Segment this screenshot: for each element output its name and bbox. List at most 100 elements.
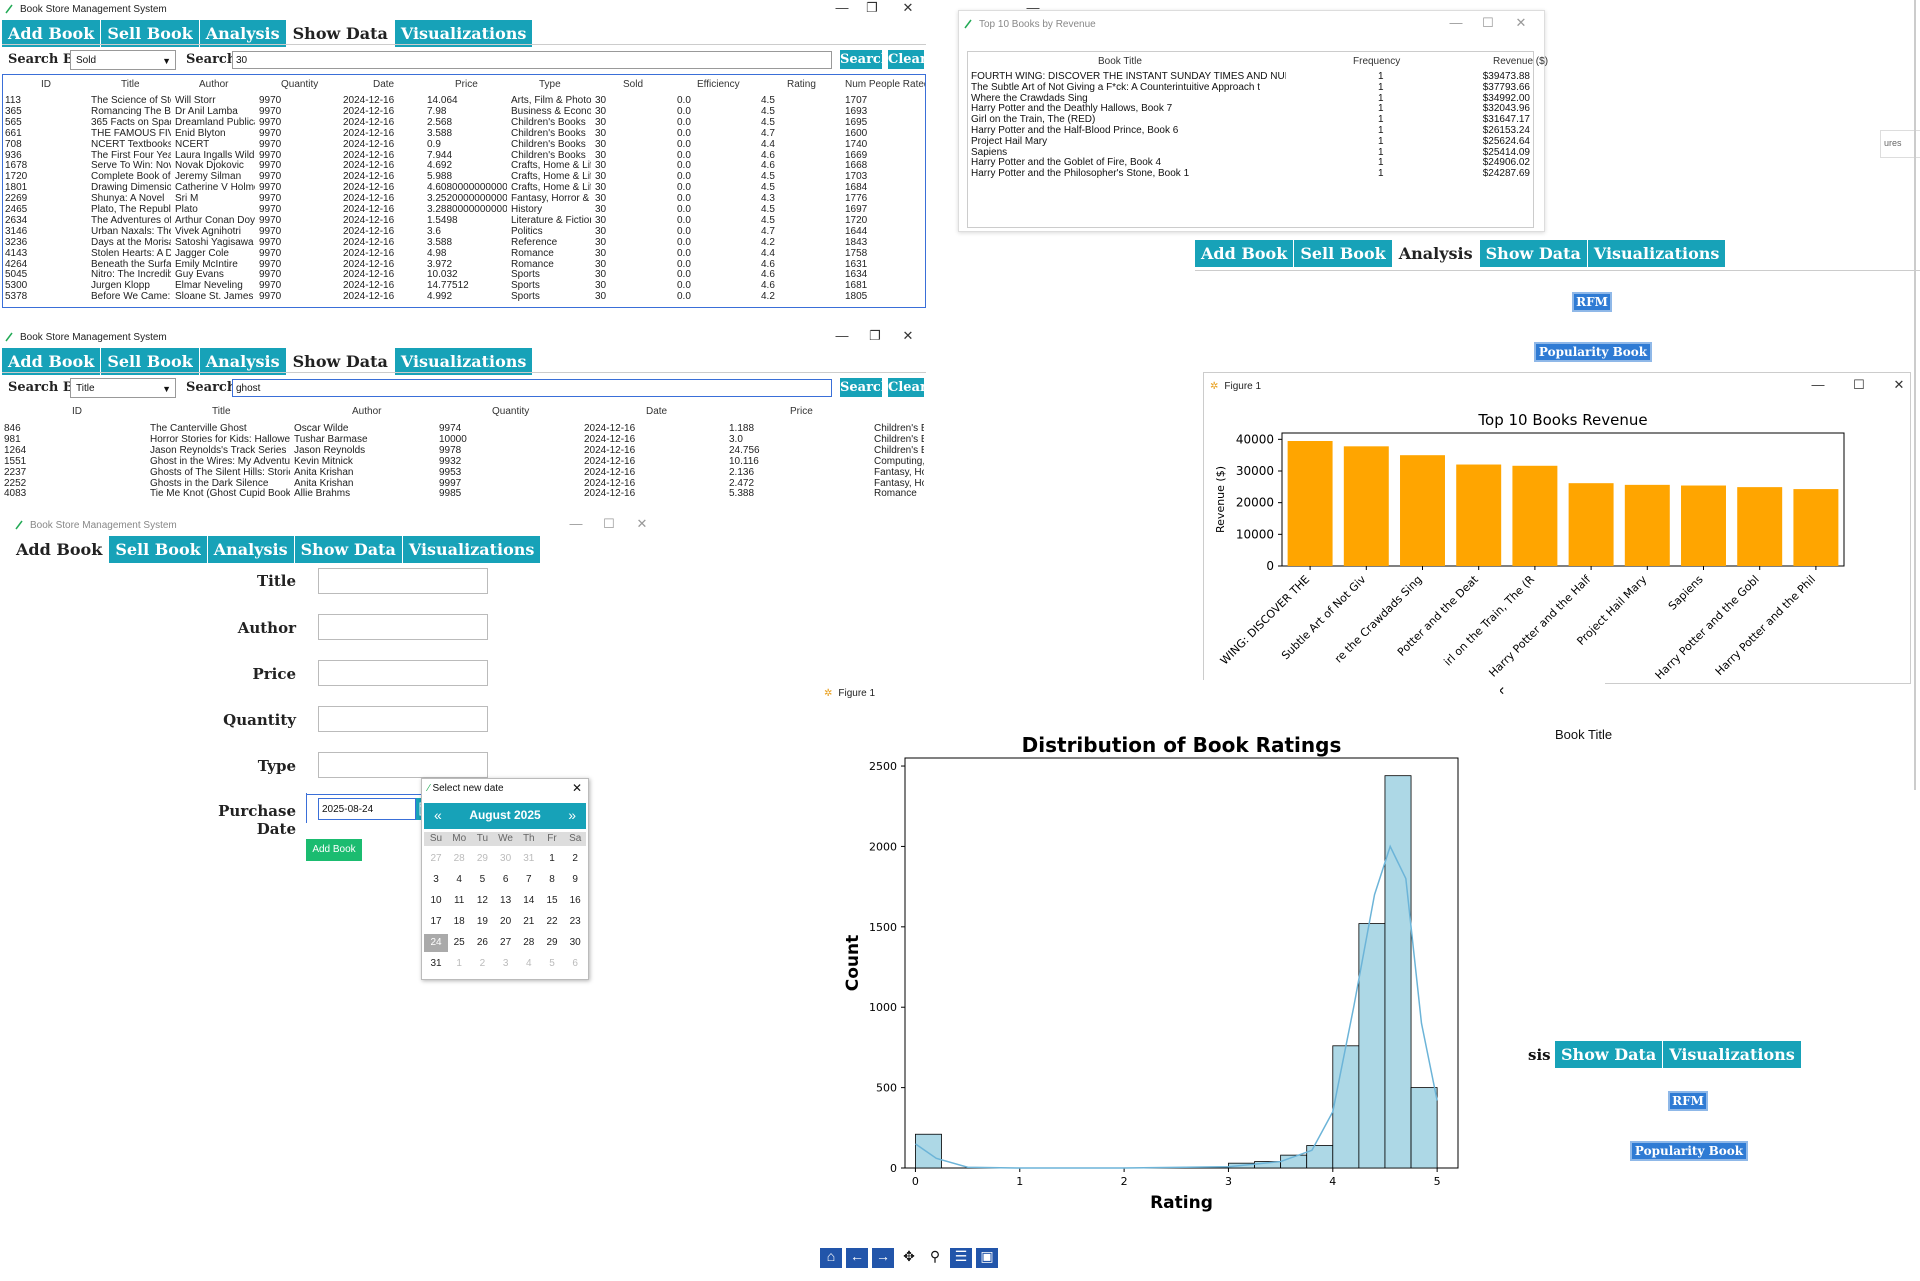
column-header[interactable]: Title <box>121 79 140 90</box>
column-header[interactable]: Sold <box>623 79 644 90</box>
calendar-day[interactable]: 15 <box>546 895 558 906</box>
calendar-day[interactable]: 2 <box>479 958 486 969</box>
restore-button[interactable]: ❐ <box>866 0 878 15</box>
tab-analysis[interactable]: Analysis <box>1392 240 1480 267</box>
search-input[interactable]: ghost <box>232 379 832 397</box>
configure-icon[interactable]: ☰ <box>950 1248 972 1268</box>
table-row[interactable]: 2252 Ghosts in the Dark Silence Anita Kris… <box>2 478 924 489</box>
table-row[interactable]: Project Hail Mary 1 $25624.64 <box>968 136 1533 147</box>
table-row[interactable]: Where the Crawdads Sing 1 $34992.00 <box>968 93 1533 104</box>
tab-analysis[interactable]: Analysis <box>199 348 287 375</box>
author-field[interactable] <box>318 614 488 640</box>
column-header[interactable]: Date <box>646 406 668 417</box>
table-row[interactable]: 936 The First Four Years Laura Ingalls Wil… <box>3 150 925 161</box>
calendar-day[interactable]: 30 <box>569 937 581 948</box>
close-button[interactable]: ✕ <box>902 0 914 15</box>
tab-add-book[interactable]: Add Book <box>10 536 110 563</box>
add-book-button[interactable]: Add Book <box>306 839 362 861</box>
close-button[interactable]: ✕ <box>1893 377 1905 392</box>
save-icon[interactable]: ▣ <box>976 1248 998 1268</box>
column-header[interactable]: Num People Rated <box>845 79 926 90</box>
column-header[interactable]: Revenue ($) <box>1493 56 1549 67</box>
table-row[interactable]: 5300 Jurgen Klopp Elmar Neveling 9970 2024-1… <box>3 280 925 291</box>
table-row[interactable]: 661 THE FAMOUS FIVE C Enid Blyton 9970 2024-… <box>3 128 925 139</box>
table-row[interactable]: 1720 Complete Book of C Jeremy Silman 9970 2… <box>3 171 925 182</box>
tab-visualizations[interactable]: Visualizations <box>394 20 534 47</box>
calendar-day[interactable]: 29 <box>546 937 558 948</box>
column-header[interactable]: Type <box>539 79 561 90</box>
calendar-day[interactable]: 27 <box>500 937 512 948</box>
tab-show-data[interactable]: Show Data <box>1479 240 1588 267</box>
table-row[interactable]: 1264 Jason Reynolds's Track Series Paperb… <box>2 445 924 456</box>
column-header[interactable]: ID <box>41 79 51 90</box>
calendar-day[interactable]: 1 <box>456 958 462 969</box>
calendar-day[interactable]: 7 <box>526 874 532 885</box>
back-icon[interactable]: ← <box>846 1248 868 1268</box>
forward-icon[interactable]: → <box>872 1248 894 1268</box>
table-row[interactable]: 113 The Science of Storyt Will Storr 9970 20… <box>3 95 925 106</box>
table-row[interactable]: Harry Potter and the Half-Blood Prince, … <box>968 125 1533 136</box>
search-by-combo[interactable]: Title ▼ <box>70 378 176 398</box>
tab-sell-book[interactable]: Sell Book <box>1294 240 1393 267</box>
search-button[interactable]: Search <box>840 378 891 397</box>
table-row[interactable]: 1801 Drawing Dimension Catherine V Holmes 9… <box>3 182 925 193</box>
column-header[interactable]: Book Title <box>1098 56 1142 67</box>
calendar-day[interactable]: 3 <box>502 958 509 969</box>
tab-add-book[interactable]: Add Book <box>2 20 102 47</box>
column-header[interactable]: Frequency <box>1353 56 1401 67</box>
calendar-day[interactable]: 28 <box>453 853 465 864</box>
calendar-day[interactable]: 1 <box>549 853 555 864</box>
tab-visualizations[interactable]: Visualizations <box>1663 1041 1802 1068</box>
restore-button[interactable]: ❐ <box>869 328 881 343</box>
calendar-day[interactable]: 26 <box>476 937 488 948</box>
column-header[interactable]: Quantity <box>281 79 319 90</box>
tab-show-data[interactable]: Show Data <box>286 348 395 375</box>
type-field[interactable] <box>318 752 488 778</box>
tab-add-book[interactable]: Add Book <box>1195 240 1295 267</box>
table-row[interactable]: 565 365 Facts on Space B Dreamland Publica… <box>3 117 925 128</box>
calendar-day[interactable]: 2 <box>572 853 578 864</box>
table-row[interactable]: 4083 Tie Me Knot (Ghost Cupid Book 1) Alli… <box>2 488 924 499</box>
column-header[interactable]: Price <box>790 406 813 417</box>
table-row[interactable]: 2465 Plato, The Republic (Plato 9970 2024-1… <box>3 204 925 215</box>
popularity-book-button[interactable]: Popularity Book <box>1534 342 1652 362</box>
column-header[interactable]: Title <box>212 406 231 417</box>
tab-show-data[interactable]: Show Data <box>286 20 395 47</box>
calendar-day[interactable]: 4 <box>456 874 462 885</box>
home-icon[interactable]: ⌂ <box>820 1248 842 1268</box>
tab-sell-book[interactable]: Sell Book <box>109 536 208 563</box>
minimize-button[interactable]: — <box>835 328 849 343</box>
close-button[interactable]: ✕ <box>1495 684 1506 698</box>
table-row[interactable]: 2237 Ghosts of The Silent Hills: Stories … <box>2 467 924 478</box>
calendar-day[interactable]: 4 <box>526 958 532 969</box>
table-row[interactable]: Harry Potter and the Deathly Hallows, Bo… <box>968 103 1533 114</box>
calendar-day[interactable]: 17 <box>430 916 442 927</box>
calendar-day[interactable]: 6 <box>502 874 509 885</box>
rfm-button[interactable]: RFM <box>1668 1091 1708 1111</box>
table-row[interactable]: 846 The Canterville Ghost Oscar Wilde 9974 2… <box>2 423 924 434</box>
quantity-field[interactable] <box>318 706 488 732</box>
column-header[interactable]: Author <box>199 79 229 90</box>
maximize-button[interactable]: ☐ <box>1482 15 1494 30</box>
minimize-button[interactable]: — <box>1811 377 1825 392</box>
calendar-day[interactable]: 19 <box>476 916 488 927</box>
column-header[interactable]: Date <box>373 79 395 90</box>
calendar-day[interactable]: 29 <box>476 853 488 864</box>
calendar-day[interactable]: 10 <box>430 895 442 906</box>
tab-analysis[interactable]: Analysis <box>199 20 287 47</box>
calendar-day[interactable]: 18 <box>453 916 465 927</box>
column-header[interactable]: ID <box>72 406 82 417</box>
column-header[interactable]: Efficiency <box>697 79 740 90</box>
popularity-book-button[interactable]: Popularity Book <box>1630 1141 1748 1161</box>
maximize-button[interactable]: ☐ <box>1853 377 1865 392</box>
calendar-day[interactable]: 31 <box>523 853 535 864</box>
table-row[interactable]: 5378 Before We Came: A I Sloane St. James 9… <box>3 291 925 302</box>
table-row[interactable]: Sapiens 1 $25414.09 <box>968 147 1533 158</box>
calendar-day[interactable]: 11 <box>453 895 465 906</box>
tab-add-book[interactable]: Add Book <box>2 348 102 375</box>
tab-sell-book[interactable]: Sell Book <box>101 20 200 47</box>
table-row[interactable]: The Subtle Art of Not Giving a F*ck: A C… <box>968 82 1533 93</box>
calendar-day[interactable]: 22 <box>546 916 558 927</box>
minimize-button[interactable]: — <box>1449 15 1463 30</box>
table-row[interactable]: 365 Romancing The Bala Dr Anil Lamba 9970 20… <box>3 106 925 117</box>
